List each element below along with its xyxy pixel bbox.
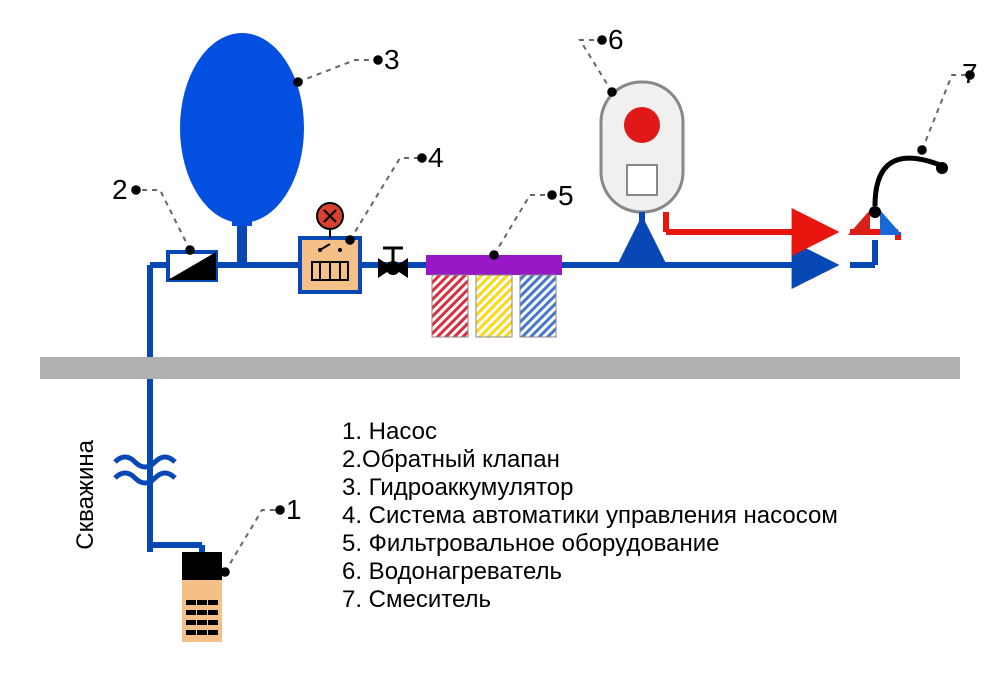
legend-6: 6. Водонагреватель	[342, 558, 838, 586]
legend: 1. Насос 2.Обратный клапан 3. Гидроаккум…	[342, 418, 838, 614]
diagram-canvas: 1 2 3 4 5 6 7 Скважина 1. Насос 2.Обратн…	[0, 0, 1000, 694]
callout-7: 7	[962, 58, 978, 90]
well-label: Скважина	[72, 440, 100, 550]
legend-2: 2.Обратный клапан	[342, 446, 838, 474]
hydro-accumulator	[180, 33, 304, 265]
legend-3: 3. Гидроаккумулятор	[342, 474, 838, 502]
water-heater	[601, 82, 683, 212]
filter-assembly	[426, 255, 562, 337]
legend-4: 4. Система автоматики управления насосом	[342, 502, 838, 530]
ball-valve	[378, 248, 408, 278]
legend-7: 7. Смеситель	[342, 586, 838, 614]
callout-3: 3	[384, 44, 400, 76]
mixer-faucet	[848, 158, 948, 235]
callout-5: 5	[558, 180, 574, 212]
callout-2: 2	[112, 174, 128, 206]
ground-surface	[40, 357, 960, 379]
automation-block	[300, 203, 360, 292]
water-level-wave2	[115, 473, 175, 483]
pump	[150, 545, 222, 642]
legend-5: 5. Фильтровальное оборудование	[342, 530, 838, 558]
callout-4: 4	[428, 142, 444, 174]
callout-6: 6	[608, 24, 624, 56]
water-level-wave	[115, 457, 175, 467]
legend-1: 1. Насос	[342, 418, 838, 446]
callout-1: 1	[286, 494, 302, 526]
